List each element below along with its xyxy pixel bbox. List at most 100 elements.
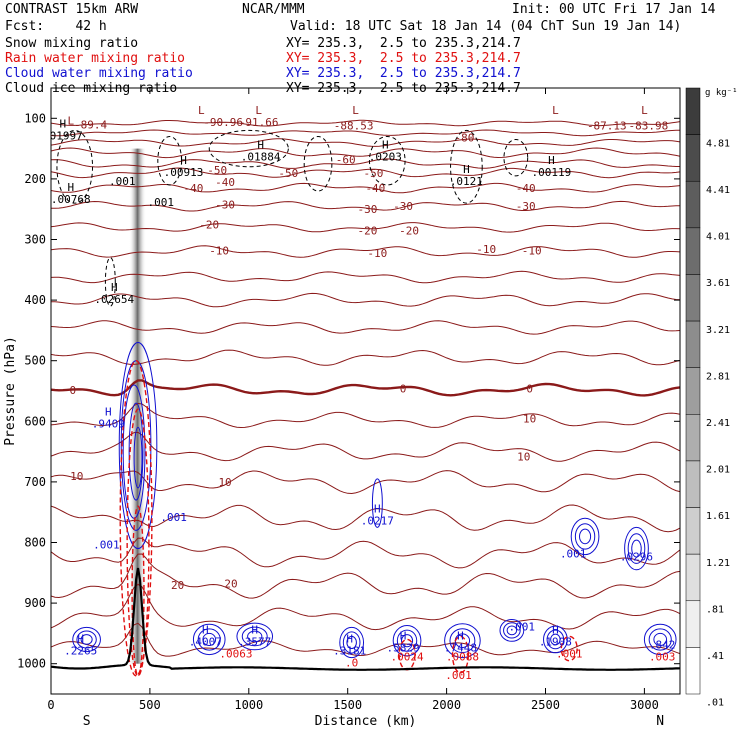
colorbar-label: .41 xyxy=(706,651,724,662)
cloud-water-contour xyxy=(76,630,97,649)
extremum-marker: H xyxy=(67,181,74,194)
isotherm-line xyxy=(51,119,680,127)
colorbar-label: 2.81 xyxy=(706,371,730,382)
isotherm-line xyxy=(51,537,680,569)
extremum-marker: H xyxy=(60,117,67,130)
snow-contour xyxy=(157,135,183,186)
cloud-water-contour xyxy=(346,635,357,650)
isotherm-label: 20 xyxy=(224,578,237,591)
cloud-water-contour xyxy=(624,526,649,571)
extremum-marker: H xyxy=(105,405,112,418)
cloud-water-contour xyxy=(653,632,668,647)
cloud-water-contour xyxy=(371,478,383,528)
extremum-value: .001 xyxy=(109,175,136,188)
snow-contour xyxy=(56,129,94,204)
extremum-value: .0217 xyxy=(361,514,394,527)
isotherm-label: -80 xyxy=(454,132,474,145)
extremum-value: .4007 xyxy=(189,635,222,648)
extremum-value: .0024 xyxy=(390,651,423,664)
isotherm-line xyxy=(51,167,680,179)
colorbar-segment xyxy=(685,274,701,322)
valid-time: Valid: 18 UTC Sat 18 Jan 14 (04 ChT Sun … xyxy=(290,19,682,34)
field-xy-cloud-water: XY= 235.3, 2.5 to 235.3,214.7 xyxy=(286,66,521,81)
extremum-marker: H xyxy=(457,630,464,643)
cloud-water-contour xyxy=(643,623,677,656)
extremum-marker: H xyxy=(374,502,381,515)
rain-contour xyxy=(126,408,150,677)
extremum-marker: H xyxy=(202,623,209,636)
extremum-marker: H xyxy=(552,623,559,636)
extremum-marker: H xyxy=(346,633,353,646)
isotherm-label: -30 xyxy=(215,198,235,211)
cloud-water-contour xyxy=(648,628,672,651)
init-time: Init: 00 UTC Fri 17 Jan 14 xyxy=(512,2,716,17)
isotherm-label: -30 xyxy=(393,200,413,213)
extremum-marker: H xyxy=(382,139,389,152)
extremum-marker: H xyxy=(77,633,84,646)
colorbar-segment xyxy=(685,320,701,368)
colorbar-segment xyxy=(685,180,701,229)
extremum-marker: H xyxy=(251,623,258,636)
colorbar-segment xyxy=(685,134,701,182)
extremum-value: .003 xyxy=(649,651,676,664)
cloud-water-contour xyxy=(631,539,642,558)
y-tick-label: 600 xyxy=(24,414,46,428)
colorbar-label: 4.01 xyxy=(706,232,730,243)
isotherm-label: 0 xyxy=(526,383,533,396)
isotherm-line xyxy=(51,147,680,159)
x-tick-label: 1500 xyxy=(333,698,362,712)
extremum-value: .001 xyxy=(93,539,120,552)
extremum-value: .7448 xyxy=(444,642,477,655)
isotherm-label: -20 xyxy=(199,218,219,231)
isotherm-label: -40 xyxy=(183,182,203,195)
isotherm-label: -10 xyxy=(367,247,387,260)
colorbar-label: 2.01 xyxy=(706,465,730,476)
isotherm-label: -50 xyxy=(278,167,298,180)
isotherm-label: 10 xyxy=(70,470,83,483)
colorbar-label: .81 xyxy=(706,604,724,615)
extremum-value: .001 xyxy=(509,620,536,633)
extremum-marker: L xyxy=(198,104,205,117)
cloud-water-contour xyxy=(133,426,143,489)
cloud-water-contour xyxy=(550,633,561,646)
field-name-snow: Snow mixing ratio xyxy=(5,36,139,51)
isotherm-label: -30 xyxy=(358,203,378,216)
extremum-value: .1908 xyxy=(539,635,572,648)
rain-contour xyxy=(451,635,470,674)
colorbar-segment xyxy=(685,553,701,602)
extremum-marker: H xyxy=(111,281,118,294)
isotherm-line xyxy=(51,431,680,462)
cloud-water-contour xyxy=(342,631,361,654)
colorbar-segment xyxy=(685,460,701,508)
colorbar-label: 2.41 xyxy=(706,418,730,429)
colorbar-label: 1.21 xyxy=(706,558,730,569)
cloud-water-contour xyxy=(197,628,221,651)
y-tick-label: 100 xyxy=(24,111,46,125)
extremum-value: .0296 xyxy=(620,551,653,564)
snow-contour xyxy=(104,257,116,307)
isotherm-line xyxy=(51,622,680,657)
isotherm-label: -90.96 xyxy=(203,116,243,129)
isotherm-line xyxy=(51,470,680,495)
colorbar-segment xyxy=(685,87,701,135)
isotherm-label: 10 xyxy=(523,412,536,425)
field-xy-rain: XY= 235.3, 2.5 to 235.3,214.7 xyxy=(286,51,521,66)
colorbar-label: 1.61 xyxy=(706,511,730,522)
isotherm-line xyxy=(51,292,680,308)
extremum-value: .02654 xyxy=(94,293,134,306)
isotherm-label: -87.13 xyxy=(587,120,627,133)
cloud-water-contour xyxy=(574,523,596,550)
y-tick-label: 200 xyxy=(24,172,46,186)
model-title: CONTRAST 15km ARW xyxy=(5,2,139,17)
y-tick-label: 800 xyxy=(24,536,46,550)
isotherm-line xyxy=(51,349,680,366)
rain-contour xyxy=(119,360,153,677)
cloud-water-contour xyxy=(192,623,226,656)
field-name-cloud-water: Cloud water mixing ratio xyxy=(5,66,193,81)
colorbar-label: 4.41 xyxy=(706,185,730,196)
extremum-value: .0 xyxy=(345,657,358,670)
cloud-water-contour xyxy=(499,618,525,642)
cloud-water-contour xyxy=(400,634,414,648)
cloud-water-contour xyxy=(72,626,101,653)
cloud-water-contour xyxy=(543,625,568,654)
